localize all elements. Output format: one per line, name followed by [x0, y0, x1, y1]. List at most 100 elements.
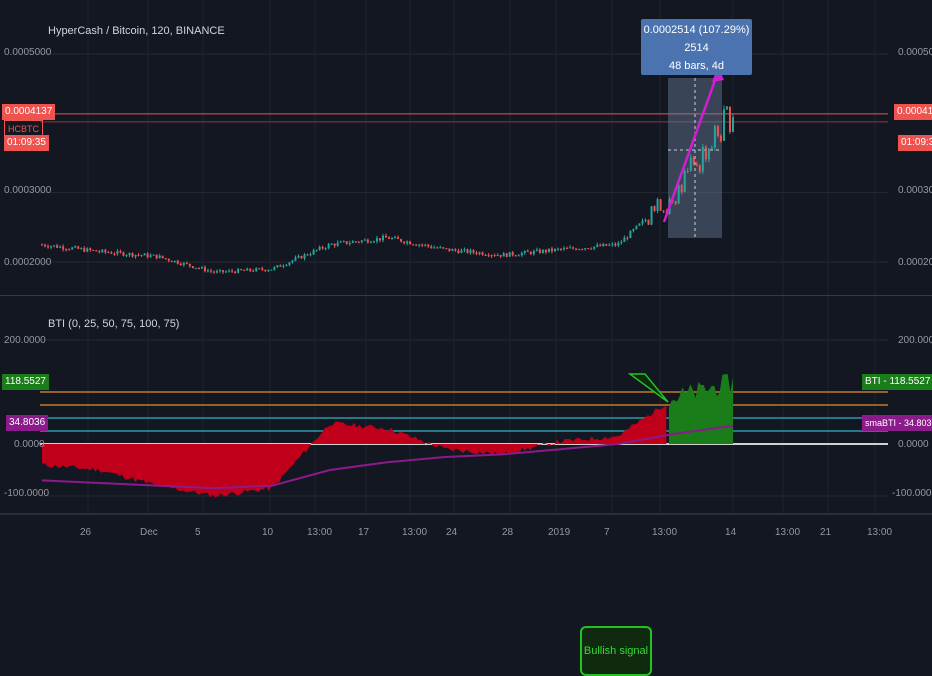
candle-body	[261, 268, 264, 270]
candle-body	[541, 249, 544, 253]
candle-body	[234, 271, 237, 273]
candle-body	[436, 247, 439, 249]
bti-area-red	[42, 405, 667, 498]
time-tick-label: 13:00	[307, 527, 333, 538]
countdown-tag-left: 01:09:35	[4, 135, 49, 151]
candle-body	[677, 185, 680, 204]
candle-body	[363, 239, 366, 241]
candle-body	[336, 242, 339, 246]
price-tick-left: 0.0005000	[4, 47, 52, 58]
candle-body	[252, 270, 255, 272]
candle-body	[701, 146, 704, 172]
candle-body	[508, 252, 511, 257]
candle-body	[318, 246, 321, 250]
candle-body	[617, 243, 620, 246]
candle-body	[466, 249, 469, 253]
candle-body	[680, 185, 683, 193]
candle-body	[406, 241, 409, 244]
candle-body	[381, 235, 384, 241]
candle-body	[569, 247, 572, 249]
candle-body	[445, 248, 448, 250]
time-axis[interactable]: 26 Dec 5 10 13:00 17 13:00 24 28 2019 7 13:00 14 13:0…	[0, 514, 932, 551]
candle-body	[95, 250, 98, 252]
candle-body	[620, 241, 623, 244]
candle-body	[206, 270, 209, 272]
price-chart[interactable]	[0, 0, 932, 296]
candle-body	[321, 246, 324, 249]
candle-body	[243, 270, 246, 272]
time-tick-label: 7	[604, 527, 610, 538]
time-tick-label: 13:00	[867, 527, 893, 538]
candle-body	[707, 148, 710, 160]
candle-body	[629, 230, 632, 239]
candle-body	[134, 254, 137, 257]
candle-body	[490, 255, 493, 257]
candle-body	[300, 256, 303, 259]
price-range-measure[interactable]: 0.0002514 (107.29%) 2514 48 bars, 4d	[641, 19, 752, 75]
sma-bti-line	[41, 424, 734, 490]
candle-body	[391, 238, 394, 240]
candle-body	[104, 249, 107, 253]
candle-body	[330, 243, 333, 245]
time-tick-label: 21	[820, 527, 832, 538]
candle-body	[158, 255, 161, 259]
candle-body	[566, 248, 569, 250]
candle-body	[185, 262, 188, 264]
candle-body	[505, 253, 508, 257]
price-pane[interactable]: HyperCash / Bitcoin, 120, BINANCE 0.0005…	[0, 0, 932, 296]
candle-body	[547, 248, 550, 253]
bullish-signal-callout[interactable]: Bullish signal	[580, 626, 652, 676]
candle-body	[89, 248, 92, 251]
candle-body	[110, 252, 113, 254]
candle-body	[578, 249, 581, 251]
candle-body	[427, 244, 430, 247]
bti-tick-right: 0.0000	[898, 439, 929, 450]
candle-body	[219, 270, 222, 272]
sma-value-tag-left: 34.8036	[6, 415, 49, 431]
candle-body	[77, 246, 80, 249]
indicator-pane[interactable]: BTI (0, 25, 50, 75, 100, 75) 200.0000 0.…	[0, 296, 932, 676]
candle-body	[674, 201, 677, 204]
candle-body	[200, 267, 203, 269]
candle-body	[255, 268, 258, 272]
candle-body	[312, 250, 315, 255]
candle-body	[143, 253, 146, 256]
candle-body	[698, 165, 701, 172]
candle-body	[722, 109, 725, 141]
candle-body	[372, 241, 375, 243]
candle-body	[514, 255, 517, 257]
bti-tick-right: -100.0000	[892, 488, 932, 499]
time-tick-label: 2019	[548, 527, 571, 538]
candle-body	[448, 248, 451, 251]
time-tick-label: 28	[502, 527, 514, 538]
sma-value-tag-right: smaBTI - 34.8036	[862, 415, 932, 431]
bti-value-tag-left: 118.5527	[2, 374, 49, 390]
candle-body	[137, 254, 140, 256]
candle-body	[225, 271, 228, 273]
candle-body	[412, 244, 415, 246]
candle-body	[375, 238, 378, 242]
candle-body	[92, 250, 95, 252]
candle-body	[662, 210, 665, 212]
candle-body	[285, 264, 288, 266]
candle-body	[493, 255, 496, 257]
candle-body	[520, 252, 523, 256]
bti-chart[interactable]	[0, 296, 932, 514]
candle-body	[155, 254, 158, 259]
candle-body	[378, 238, 381, 241]
candle-body	[360, 240, 363, 243]
candle-body	[56, 245, 59, 248]
measure-range-text: 0.0002514 (107.29%) 2514	[643, 24, 750, 54]
time-tick-label: 10	[262, 527, 274, 538]
candle-body	[544, 249, 547, 253]
candle-body	[273, 267, 276, 270]
candle-body	[354, 241, 357, 243]
candle-body	[65, 249, 68, 251]
candle-body	[626, 237, 629, 239]
candle-body	[487, 255, 490, 257]
candle-body	[306, 254, 309, 256]
price-tick-right: 0.0003000	[898, 185, 932, 196]
candle-body	[418, 244, 421, 246]
candle-body	[107, 252, 110, 254]
candle-body	[692, 157, 695, 164]
